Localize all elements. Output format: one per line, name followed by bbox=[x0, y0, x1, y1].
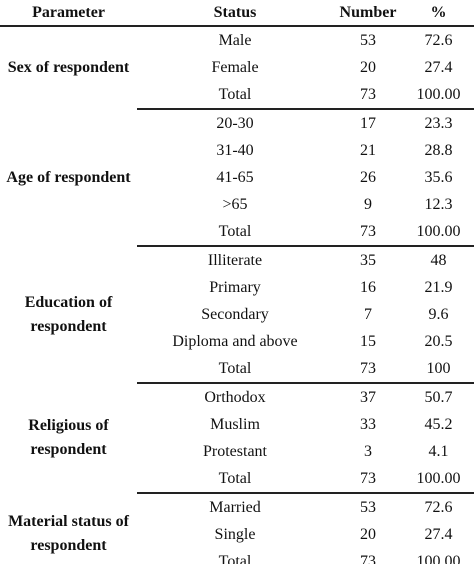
percent-cell: 100.00 bbox=[403, 218, 474, 247]
status-cell: Total bbox=[137, 218, 333, 247]
status-cell: 20-30 bbox=[216, 114, 254, 132]
percent-cell: 23.3 bbox=[424, 114, 453, 132]
percent-cell: 4.1 bbox=[428, 442, 449, 460]
percent-cell: 100.00 bbox=[403, 465, 474, 494]
percent-cell: 35.6 bbox=[424, 168, 453, 186]
table-row: Muslim 33 45.2 bbox=[0, 411, 474, 438]
percent-cell: 20.5 bbox=[424, 332, 453, 350]
table-row: Protestant 3 4.1 bbox=[0, 438, 474, 465]
status-cell: Muslim bbox=[210, 415, 260, 433]
table-row: Secondary 7 9.6 bbox=[0, 301, 474, 328]
status-cell: Single bbox=[214, 525, 256, 543]
table-row: 41-65 26 35.6 bbox=[0, 164, 474, 191]
percent-cell: 72.6 bbox=[424, 498, 453, 516]
status-cell: Total bbox=[137, 465, 333, 494]
status-cell: Married bbox=[209, 498, 261, 516]
status-header: Status bbox=[137, 0, 333, 27]
status-cell: Primary bbox=[209, 278, 261, 296]
status-cell: 41-65 bbox=[216, 168, 254, 186]
table-row: Female 20 27.4 bbox=[0, 54, 474, 81]
table-row: Religious of respondent Orthodox 37 50.7 bbox=[0, 383, 474, 459]
parameter-cell: Material status of respondent bbox=[8, 513, 129, 554]
status-cell: Illiterate bbox=[207, 251, 263, 269]
percent-cell: 100 bbox=[403, 355, 474, 384]
status-cell: Secondary bbox=[201, 305, 269, 323]
parameter-cell: Age of respondent bbox=[6, 168, 131, 186]
number-cell: 73 bbox=[333, 218, 403, 247]
header-row: Parameter Status Number% bbox=[0, 0, 474, 27]
number-cell: 3 bbox=[364, 442, 372, 460]
percent-cell: 21.9 bbox=[424, 278, 453, 296]
number-cell: 17 bbox=[360, 114, 376, 132]
status-cell: 31-40 bbox=[216, 141, 254, 159]
table-row: Total 73 100 bbox=[0, 355, 474, 384]
number-cell: 21 bbox=[360, 141, 376, 159]
percent-cell: 50.7 bbox=[424, 388, 453, 406]
status-cell: >65 bbox=[222, 195, 248, 213]
table-row: Total 73 100.00 bbox=[0, 548, 474, 564]
number-cell: 73 bbox=[360, 552, 376, 564]
number-cell: 26 bbox=[360, 168, 376, 186]
number-cell: 53 bbox=[360, 31, 376, 49]
table-row: Diploma and above 15 20.5 bbox=[0, 328, 474, 355]
table-row: Primary 16 21.9 bbox=[0, 274, 474, 301]
table-row: 31-40 21 28.8 bbox=[0, 137, 474, 164]
percent-cell: 72.6 bbox=[424, 31, 453, 49]
status-cell: Protestant bbox=[203, 442, 267, 460]
table-row: Total 73 100.00 bbox=[0, 81, 474, 110]
status-cell: Female bbox=[211, 58, 259, 76]
percent-cell: 9.6 bbox=[428, 305, 449, 323]
status-cell: Total bbox=[137, 81, 333, 110]
number-cell: 16 bbox=[360, 278, 376, 296]
number-cell: 53 bbox=[360, 498, 376, 516]
percent-cell: 27.4 bbox=[424, 58, 453, 76]
number-cell: 73 bbox=[333, 81, 403, 110]
status-cell: Total bbox=[218, 552, 252, 564]
number-cell: 35 bbox=[360, 251, 376, 269]
number-cell: 37 bbox=[360, 388, 376, 406]
percent-cell: 45.2 bbox=[424, 415, 453, 433]
parameter-cell: Education of respondent bbox=[24, 293, 113, 335]
table-row: Material status of respondent Married 53 72… bbox=[0, 493, 474, 555]
table-row: Single 20 27.4 bbox=[0, 521, 474, 548]
table-row: Education of respondent Illiterate 35 48 bbox=[0, 246, 474, 335]
table-row: Total 73 100.00 bbox=[0, 465, 474, 494]
status-cell: Diploma and above bbox=[172, 332, 298, 350]
percent-cell: 100.00 bbox=[416, 552, 461, 564]
percent-cell: 27.4 bbox=[424, 525, 453, 543]
percent-cell: 48 bbox=[430, 251, 447, 269]
parameter-cell: Sex of respondent bbox=[7, 59, 130, 76]
number-cell: 7 bbox=[364, 305, 372, 323]
table-row: Total 73 100.00 bbox=[0, 218, 474, 247]
status-cell: Orthodox bbox=[204, 388, 266, 406]
number-cell: 15 bbox=[360, 332, 376, 350]
number-header: Number bbox=[333, 0, 403, 27]
number-cell: 9 bbox=[364, 195, 372, 213]
number-cell: 20 bbox=[360, 525, 376, 543]
percent-cell: 100.00 bbox=[403, 81, 474, 110]
table-row: Age of respondent 20-30 17 23.3 bbox=[0, 109, 474, 186]
percent-cell: 28.8 bbox=[424, 141, 453, 159]
status-cell: Male bbox=[218, 31, 252, 49]
table-row: >65 9 12.3 bbox=[0, 191, 474, 218]
number-cell: 20 bbox=[360, 58, 376, 76]
number-cell: 33 bbox=[360, 415, 376, 433]
parameter-header: Parameter bbox=[0, 0, 137, 27]
percent-header: % bbox=[403, 0, 474, 27]
parameter-cell: Religious of respondent bbox=[28, 417, 109, 458]
number-cell: 73 bbox=[333, 465, 403, 494]
table-row: Sex of respondent Male 53 72.6 bbox=[0, 26, 474, 77]
percent-cell: 12.3 bbox=[424, 195, 453, 213]
number-cell: 73 bbox=[333, 355, 403, 384]
status-cell: Total bbox=[137, 355, 333, 384]
